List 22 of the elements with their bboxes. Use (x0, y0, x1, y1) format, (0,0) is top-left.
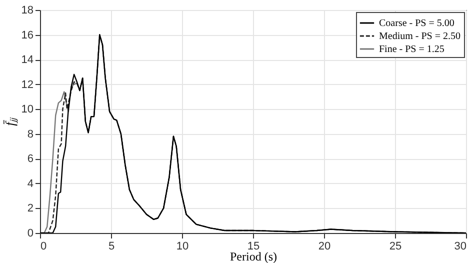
y-tick-label: 2 (27, 202, 34, 215)
legend-label: Fine - PS = 1.25 (379, 44, 444, 55)
y-tick-label: 4 (27, 178, 34, 190)
x-tick-label: 20 (318, 240, 331, 252)
y-axis-title: f̄ⱼⱼ (2, 117, 18, 126)
x-tick-label: 0 (40, 240, 47, 252)
y-tick-label: 16 (21, 29, 34, 42)
y-tick-label: 6 (27, 153, 34, 166)
x-axis-title: Period (s) (230, 250, 277, 263)
y-tick-label: 14 (21, 54, 34, 66)
y-tick-label: 18 (21, 4, 34, 16)
x-tick-label: 10 (176, 240, 189, 252)
legend-label: Medium - PS = 2.50 (379, 31, 460, 42)
y-tick-label: 0 (27, 228, 34, 240)
y-tick-label: 10 (21, 104, 34, 116)
x-tick-label: 25 (389, 240, 402, 252)
y-tick-label: 12 (21, 78, 34, 91)
y-tick-label: 8 (27, 128, 34, 140)
x-tick-label: 15 (247, 240, 260, 252)
x-tick-label: 5 (108, 240, 115, 252)
x-tick-label: 30 (454, 240, 466, 252)
legend-label: Coarse - PS = 5.00 (379, 18, 454, 29)
